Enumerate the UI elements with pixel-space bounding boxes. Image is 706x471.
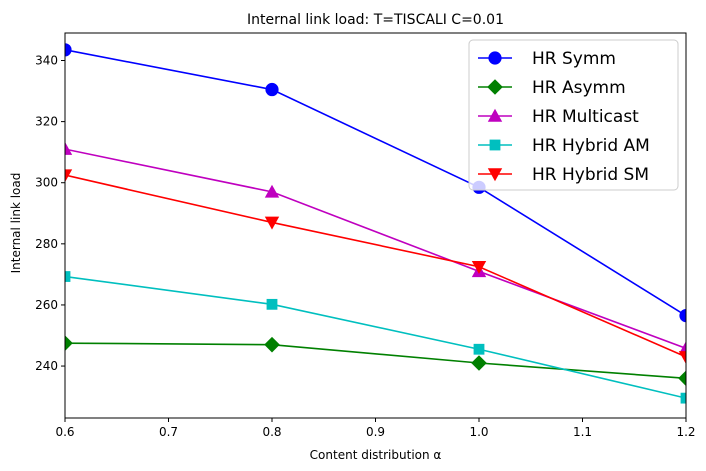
data-point [489,139,501,151]
series-hr-hybrid-sm [65,169,686,365]
data-point [65,141,73,155]
legend-label: HR Asymm [532,78,626,98]
legend-item: HR Hybrid AM [478,136,650,156]
data-point [487,108,503,122]
y-tick-label: 340 [35,54,58,68]
data-point [65,271,71,282]
data-point [680,392,686,404]
legend-label: HR Symm [532,49,616,69]
legend-item: HR Symm [478,49,616,69]
data-point [264,216,280,230]
data-point [487,79,503,95]
legend-label: HR Hybrid AM [532,136,650,156]
x-tick-label: 1.2 [676,425,695,439]
data-point [679,309,686,323]
y-axis-title: Internal link load [9,173,23,274]
y-tick-label: 280 [35,237,58,251]
data-point [488,51,502,65]
series-line [65,148,686,350]
legend-item: HR Asymm [478,78,626,98]
x-axis: 0.6 0.7 0.8 0.9 1.0 1.1 1.2 [55,418,696,439]
y-tick-label: 240 [35,359,58,373]
data-point [487,168,503,182]
data-point [65,169,73,183]
series-hr-multicast [65,141,686,355]
series-line [65,275,686,399]
y-tick-label: 320 [35,115,58,129]
data-point [678,370,686,387]
x-axis-title: Content distribution α [310,448,442,462]
data-point [678,341,686,355]
data-point [473,343,485,355]
x-tick-label: 0.7 [159,425,178,439]
x-tick-label: 0.9 [366,425,385,439]
data-point [266,298,278,310]
legend: HR Symm HR Asymm HR Multicast HR Hybrid AM H… [468,39,679,191]
data-point [264,184,280,198]
legend-label: HR Hybrid SM [532,165,649,185]
data-point [65,43,72,57]
data-point [65,335,73,351]
y-tick-label: 260 [35,298,58,312]
legend-box [468,39,679,191]
data-point [678,351,686,365]
x-tick-label: 1.1 [573,425,592,439]
series-hr-asymm [65,335,686,387]
series-hr-symm [65,43,686,323]
series-hr-hybrid-am [65,271,686,404]
y-tick-label: 300 [35,176,58,190]
x-tick-label: 0.6 [55,425,74,439]
series-line [65,49,686,317]
plot-area [65,43,686,404]
series-line [65,174,686,358]
series-line [65,342,686,380]
y-axis: 240 260 280 300 320 340 [35,54,65,373]
data-point [265,82,279,97]
legend-label: HR Multicast [532,107,639,127]
legend-item: HR Multicast [478,107,639,127]
legend-item: HR Hybrid SM [478,165,649,185]
data-point [264,336,280,353]
x-tick-label: 0.8 [262,425,281,439]
data-point [471,260,487,274]
data-point [471,355,487,371]
chart-title: Internal link load: T=TISCALI C=0.01 [247,12,504,28]
x-tick-label: 1.0 [469,425,488,439]
